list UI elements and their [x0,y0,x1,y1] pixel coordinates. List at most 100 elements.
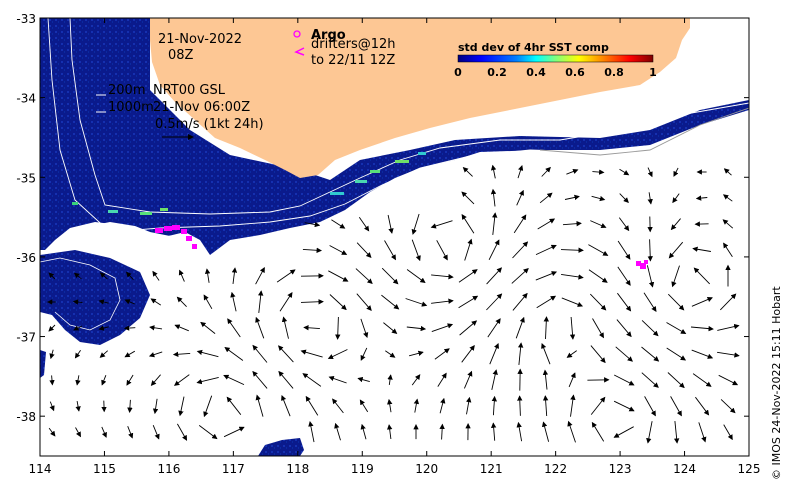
current-vector-arrow [491,369,498,390]
current-vector-arrow [124,350,136,358]
current-vector-arrow [462,166,473,177]
current-vector-arrow [564,194,580,201]
current-vector-arrow [517,165,524,179]
current-vector-arrow [359,399,369,413]
current-vector-arrow [437,372,447,387]
current-vector-arrow [101,375,107,386]
current-vector-arrow [255,316,265,339]
current-vector-arrow [203,294,213,310]
current-vector-arrow [691,296,713,307]
current-vector-arrow [413,398,420,413]
current-vector-arrow [224,346,244,361]
contour-200-label: 200m [108,83,145,98]
current-vector-arrow [490,188,497,207]
current-vector-arrow [99,272,108,280]
current-vector-arrow [562,220,582,227]
current-vector-arrow [568,372,576,388]
current-vector-arrow [717,351,740,358]
current-vector-arrow [717,323,740,331]
current-vector-arrow [618,217,630,232]
colorbar-title: std dev of 4hr SST comp [458,41,609,54]
current-vector-arrow [387,398,393,413]
current-vector-arrow [360,423,367,440]
current-vector-arrow [516,421,523,442]
current-vector-arrow [561,273,584,280]
current-vector-arrow [227,318,241,338]
current-vector-arrow [387,374,393,385]
current-vector-arrow [386,424,393,440]
current-vector-arrow [411,239,421,262]
current-vector-arrow [723,168,732,176]
current-vector-arrow [406,325,427,332]
credit-label: © IMOS 24-Nov-2022 15:11 Hobart [770,286,783,480]
argo-marker-icon [293,30,301,38]
x-tick-label: 117 [222,462,245,476]
current-vector-arrow [196,376,219,385]
current-vector-arrow [99,350,108,358]
current-vector-arrow [486,267,503,285]
current-vector-arrow [488,239,500,261]
current-vector-arrow [277,345,294,363]
current-vector-arrow [356,242,372,258]
current-vector-arrow [542,395,549,417]
current-vector-arrow [641,320,659,337]
current-vector-arrow [381,294,400,310]
current-vector-arrow [411,213,420,235]
current-vector-arrow [281,316,289,339]
x-tick-label: 116 [157,462,180,476]
current-vector-arrow [486,293,503,311]
current-vector-arrow [616,319,632,338]
current-vector-arrow [335,316,341,340]
current-vector-arrow [384,240,396,261]
current-vector-arrow [695,396,710,416]
sst-coverage-region [40,18,749,255]
current-vector-arrow [666,322,687,334]
current-vector-arrow [542,369,549,390]
y-tick-label: -38 [16,410,36,424]
current-vector-arrow [49,375,55,386]
current-vector-arrow [308,421,315,443]
current-vector-arrow [300,349,323,358]
current-vector-arrow [101,426,107,438]
current-vector-arrow [590,220,607,229]
current-vector-arrow [458,295,479,309]
current-vector-arrow [723,242,733,258]
current-vector-arrow [75,427,81,438]
current-vector-arrow [334,422,341,441]
current-vector-arrow [200,321,216,334]
current-vector-arrow [172,351,191,357]
current-vector-arrow [617,292,632,312]
current-vector-arrow [461,344,475,363]
current-vector-arrow [258,290,264,313]
current-vector-arrow [255,267,265,285]
current-vector-arrow [647,167,653,178]
plot-frame [39,17,750,457]
current-vector-arrow [487,318,501,338]
current-vector-arrow [127,426,134,439]
current-vector-arrow [692,246,711,252]
current-vector-arrow [691,349,714,359]
colorbar-tick-label: 0.2 [487,66,507,79]
current-vector-arrow [72,299,83,305]
colorbar-ticks: 0 0.2 0.4 0.6 0.8 1 [454,66,657,79]
current-vector-arrow [439,423,445,440]
colorbar-tick-label: 1 [649,66,657,79]
current-vector-arrow [673,167,679,177]
colorbar [457,54,654,63]
current-vector-arrow [178,269,185,282]
colorbar-tick-label: 0.8 [604,66,624,79]
current-vector-arrow [332,398,344,414]
current-vector-arrow [383,322,398,334]
current-vector-arrow [673,421,680,444]
sst-coverage-south [258,438,304,456]
current-vector-arrow [304,221,321,228]
current-vector-arrow [303,325,320,331]
current-vector-arrow [617,240,631,260]
current-vector-arrow [667,372,685,389]
x-tick-label: 120 [415,462,438,476]
current-vector-arrow [152,398,159,415]
current-vector-arrow [226,396,242,415]
current-vector-arrow [75,375,81,386]
current-vector-arrow [512,241,529,259]
